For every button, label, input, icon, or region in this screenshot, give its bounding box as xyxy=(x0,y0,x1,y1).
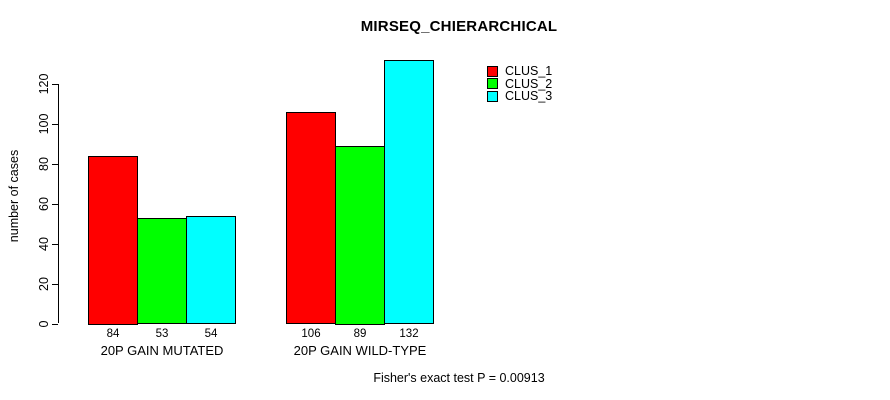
y-axis-title: number of cases xyxy=(7,149,21,243)
x-axis-category-label: 20P GAIN MUTATED xyxy=(100,343,224,358)
x-axis-category-label: 20P GAIN WILD-TYPE xyxy=(293,343,427,358)
bar-value-label: 84 xyxy=(106,327,120,340)
y-axis-tick xyxy=(52,164,58,165)
y-axis-tick-label: 0 xyxy=(37,320,51,327)
bar-value-label: 53 xyxy=(155,327,169,340)
y-axis-tick-label: 40 xyxy=(37,236,51,251)
bar-clus_3-group2 xyxy=(384,60,434,325)
legend-swatch-clus_2 xyxy=(487,78,498,89)
legend-label: CLUS_1 xyxy=(505,64,553,78)
y-axis-tick-label: 120 xyxy=(37,73,51,95)
chart-title: MIRSEQ_CHIERARCHICAL xyxy=(360,18,558,35)
legend-item-clus_2: CLUS_2 xyxy=(487,76,553,91)
y-axis-tick xyxy=(52,124,58,126)
legend-swatch-clus_3 xyxy=(487,90,498,102)
bar-clus_2-group2 xyxy=(335,146,385,325)
legend-item-clus_1: CLUS_1 xyxy=(487,65,552,77)
y-axis-line xyxy=(58,84,59,324)
y-axis-tick xyxy=(52,323,58,325)
bar-clus_3-group1 xyxy=(186,215,236,325)
bar-value-label: 54 xyxy=(204,327,218,340)
bar-clus_2-group1 xyxy=(137,217,187,325)
legend-label: CLUS_3 xyxy=(505,89,553,103)
y-axis-tick-label: 20 xyxy=(37,276,51,291)
bar-clus_1-group1 xyxy=(88,156,138,325)
footnote-text: Fisher's exact test P = 0.00913 xyxy=(373,371,545,385)
y-axis-tick xyxy=(52,283,58,285)
bar-clus_1-group2 xyxy=(286,112,336,325)
y-axis-tick-label: 100 xyxy=(37,113,51,135)
bar-value-label: 132 xyxy=(399,327,419,340)
legend-label: CLUS_2 xyxy=(505,76,553,91)
y-axis-tick-label: 60 xyxy=(37,196,51,211)
y-axis-tick-label: 80 xyxy=(37,157,51,171)
legend-item-clus_3: CLUS_3 xyxy=(487,90,552,102)
y-axis-tick xyxy=(52,84,58,86)
y-axis-tick xyxy=(52,243,58,245)
y-axis-tick xyxy=(52,203,58,205)
legend-swatch-clus_1 xyxy=(487,65,498,77)
bar-value-label: 89 xyxy=(353,327,367,340)
bar-value-label: 106 xyxy=(301,327,321,340)
